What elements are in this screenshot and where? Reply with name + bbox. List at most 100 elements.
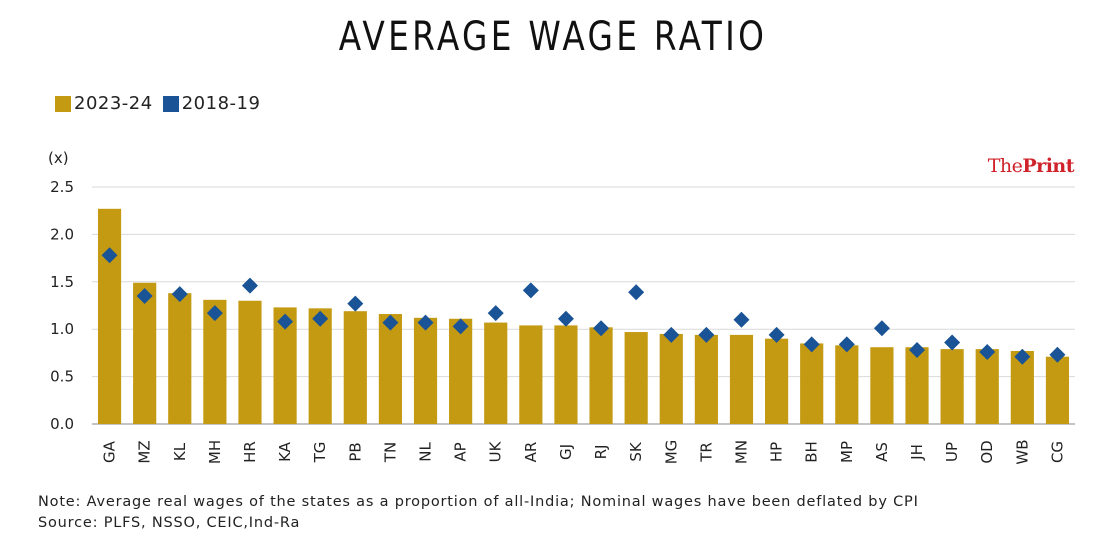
bar-mz bbox=[133, 282, 157, 424]
bar-ga bbox=[97, 208, 122, 424]
x-tick-label: MN bbox=[732, 440, 750, 464]
legend-label-markers: 2018-19 bbox=[181, 93, 261, 114]
x-tick-label: JH bbox=[908, 444, 926, 461]
marker-as bbox=[873, 320, 890, 337]
bar-wb bbox=[1010, 351, 1034, 424]
marker-ga bbox=[101, 247, 118, 264]
bar-od bbox=[975, 349, 999, 424]
brand-logo: ThePrint bbox=[987, 155, 1075, 177]
x-tick-label: GA bbox=[101, 440, 119, 463]
marker-mg bbox=[663, 326, 680, 343]
marker-mh bbox=[206, 305, 223, 322]
source-text: Source: PLFS, NSSO, CEIC,Ind-Ra bbox=[38, 515, 301, 531]
y-tick-label: 2.0 bbox=[50, 225, 74, 243]
x-tick-label: KA bbox=[276, 441, 294, 462]
y-tick-label: 0.5 bbox=[50, 368, 74, 386]
x-tick-label: UK bbox=[487, 440, 505, 462]
bar-rj bbox=[589, 327, 613, 424]
legend-swatch-markers bbox=[162, 95, 179, 112]
y-tick-label: 2.5 bbox=[50, 178, 74, 196]
x-tick-label: GJ bbox=[557, 444, 575, 460]
x-tick-label: AP bbox=[452, 442, 470, 461]
legend-swatch-bars bbox=[55, 95, 71, 112]
marker-ka bbox=[277, 313, 294, 330]
chart-title: AVERAGE WAGE RATIO bbox=[338, 14, 768, 60]
brand-logo-suffix: Print bbox=[1022, 155, 1074, 177]
x-tick-label: TG bbox=[311, 442, 329, 464]
x-tick-label: HR bbox=[241, 441, 259, 463]
x-tick-label: AR bbox=[522, 442, 540, 463]
x-tick-label: MG bbox=[662, 440, 680, 465]
marker-ar bbox=[522, 282, 539, 299]
legend-label-bars: 2023-24 bbox=[74, 93, 153, 114]
bar-mh bbox=[203, 299, 227, 424]
x-tick-label: SK bbox=[627, 441, 645, 462]
marker-mp bbox=[838, 336, 855, 353]
bars bbox=[97, 208, 1070, 424]
x-tick-label: OD bbox=[978, 440, 996, 463]
x-tick-label: WB bbox=[1013, 439, 1031, 464]
bar-jh bbox=[905, 347, 929, 424]
marker-sk bbox=[628, 284, 645, 301]
x-axis: GA MZ KL MH HR KA TG PB TN NL AP UK AR GJ RJ SK MG TR MN HP… bbox=[101, 439, 1067, 464]
x-tick-label: BH bbox=[803, 441, 821, 463]
bar-up bbox=[940, 349, 964, 424]
x-tick-label: MP bbox=[838, 441, 856, 463]
marker-tn bbox=[382, 314, 399, 331]
x-tick-label: HP bbox=[768, 442, 786, 462]
marker-tr bbox=[698, 326, 715, 343]
y-axis: 0.0 0.5 1.0 1.5 2.0 2.5 bbox=[50, 178, 74, 433]
marker-mz bbox=[136, 288, 153, 305]
footnotes: Note: Average real wages of the states a… bbox=[38, 492, 919, 534]
x-tick-label: AS bbox=[873, 442, 891, 462]
x-tick-label: PB bbox=[346, 442, 364, 461]
marker-up bbox=[944, 334, 961, 351]
bar-tr bbox=[694, 334, 718, 424]
bar-mn bbox=[729, 334, 754, 424]
marker-ap bbox=[452, 318, 469, 335]
marker-uk bbox=[487, 305, 504, 322]
bar-mp bbox=[835, 345, 859, 424]
x-tick-label: MZ bbox=[136, 440, 154, 463]
marker-cg bbox=[1049, 346, 1066, 363]
y-tick-label: 0.0 bbox=[50, 415, 74, 433]
brand-logo-prefix: The bbox=[987, 155, 1023, 177]
marker-jh bbox=[909, 342, 926, 359]
legend: 2023-24 2018-19 bbox=[55, 93, 260, 114]
x-tick-label: KL bbox=[171, 442, 189, 461]
bar-ar bbox=[519, 325, 543, 424]
x-tick-label: NL bbox=[417, 442, 435, 462]
x-tick-label: TR bbox=[697, 442, 715, 463]
marker-mn bbox=[733, 311, 750, 328]
bar-mg bbox=[659, 333, 683, 424]
marker-od bbox=[979, 343, 996, 360]
x-tick-label: TN bbox=[381, 442, 399, 463]
bar-uk bbox=[484, 322, 508, 424]
bar-as bbox=[870, 347, 894, 424]
note-text: Note: Average real wages of the states a… bbox=[38, 494, 919, 510]
y-tick-label: 1.0 bbox=[50, 320, 74, 338]
x-tick-label: MH bbox=[206, 440, 224, 464]
bar-kl bbox=[168, 293, 192, 424]
bar-tn bbox=[378, 314, 402, 424]
marker-wb bbox=[1014, 348, 1031, 365]
marker-bh bbox=[803, 336, 820, 353]
bar-sk bbox=[624, 332, 648, 424]
bar-hr bbox=[238, 300, 262, 424]
bar-pb bbox=[343, 311, 367, 424]
marker-nl bbox=[417, 314, 434, 331]
marker-hr bbox=[241, 277, 258, 294]
bar-nl bbox=[413, 317, 438, 424]
bar-bh bbox=[800, 343, 824, 424]
x-tick-label: CG bbox=[1048, 441, 1066, 463]
bar-ka bbox=[273, 307, 297, 424]
marker-hp bbox=[768, 326, 785, 343]
x-tick-label: UP bbox=[943, 442, 961, 462]
marker-kl bbox=[171, 286, 188, 303]
marker-gj bbox=[557, 310, 574, 327]
marker-rj bbox=[593, 320, 610, 337]
markers bbox=[101, 247, 1066, 365]
bar-tg bbox=[308, 308, 332, 424]
legend-item-markers: 2018-19 bbox=[162, 93, 261, 114]
